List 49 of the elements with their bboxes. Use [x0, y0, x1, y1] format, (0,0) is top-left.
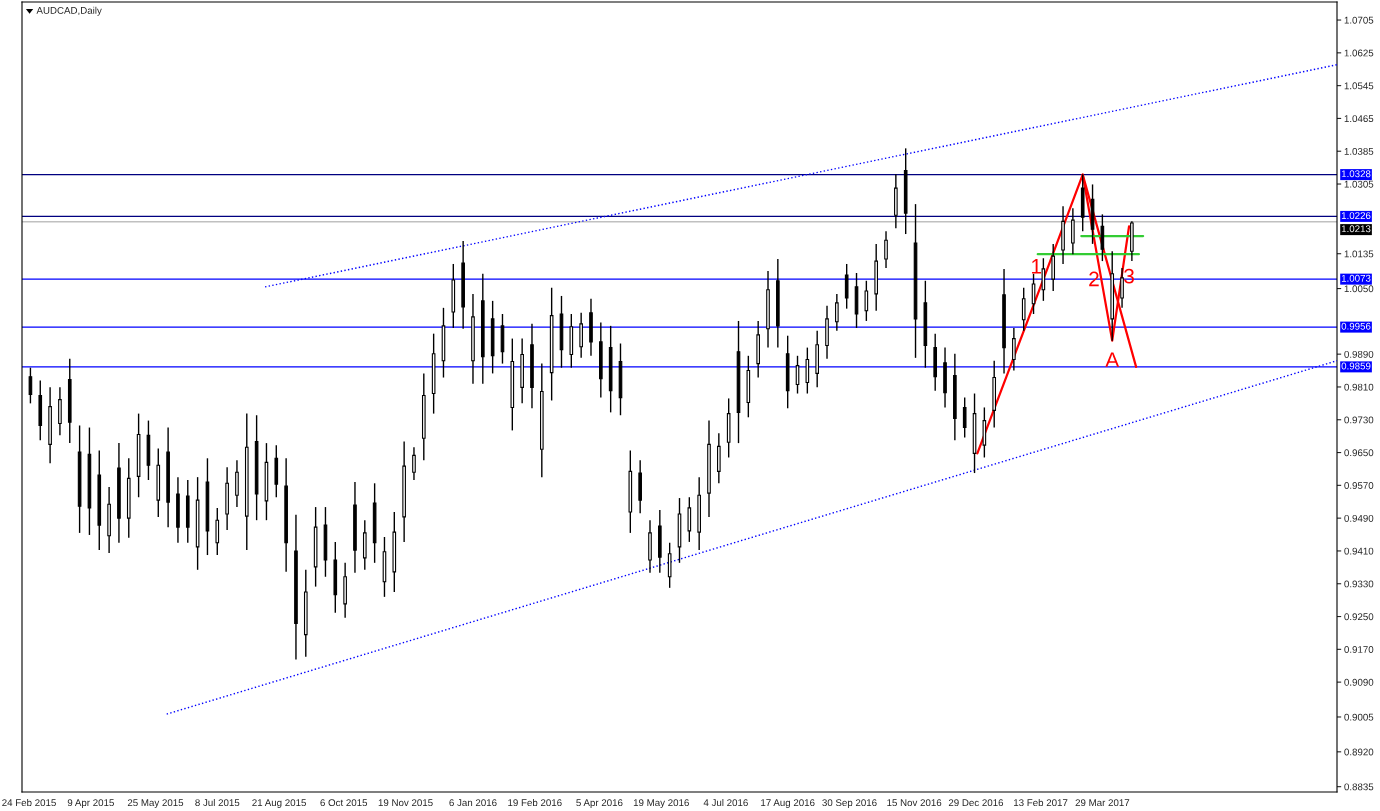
chart-title: AUDCAD,Daily [36, 6, 102, 16]
y-tick-label: 0.8920 [1344, 748, 1374, 756]
ref-line-label: 1.0073 [1341, 274, 1371, 282]
y-tick-label: 0.9490 [1344, 514, 1374, 522]
y-tick-label: 1.0545 [1344, 82, 1374, 90]
x-tick-label: 15 Nov 2016 [887, 799, 942, 807]
y-tick-label: 0.9730 [1344, 416, 1374, 424]
x-tick-label: 6 Jan 2016 [449, 799, 497, 807]
y-tick-label: 0.9250 [1344, 613, 1374, 621]
x-tick-label: 8 Jul 2015 [195, 798, 240, 807]
x-tick-label: 17 Aug 2016 [761, 799, 815, 809]
y-tick-label: 0.9090 [1344, 678, 1374, 686]
y-tick-label: 0.9005 [1344, 713, 1374, 721]
x-tick-label: 30 Sep 2016 [822, 799, 877, 809]
y-tick-label: 1.0705 [1344, 16, 1374, 24]
y-tick-label: 1.0305 [1344, 180, 1374, 188]
ref-line-label: 1.0213 [1341, 225, 1371, 233]
annotation: A [1105, 352, 1120, 367]
y-tick-label: 0.9810 [1344, 383, 1374, 391]
y-tick-label: 1.0385 [1344, 147, 1374, 155]
y-tick-label: 0.9890 [1344, 350, 1374, 358]
ref-line-label: 0.9859 [1341, 362, 1371, 370]
x-tick-label: 5 Apr 2016 [576, 799, 623, 809]
y-tick-label: 1.0135 [1344, 250, 1374, 258]
x-tick-label: 6 Oct 2015 [320, 799, 368, 807]
x-tick-label: 19 May 2016 [633, 799, 689, 809]
y-tick-label: 0.9650 [1344, 449, 1374, 457]
y-tick-label: 0.9410 [1344, 547, 1374, 555]
x-tick-label: 19 Nov 2015 [378, 799, 433, 807]
x-tick-label: 29 Mar 2017 [1075, 799, 1130, 807]
x-tick-label: 4 Jul 2016 [703, 798, 748, 807]
x-tick-label: 19 Feb 2016 [508, 798, 562, 807]
annotation: 1 [1032, 259, 1042, 274]
y-tick-label: 1.0625 [1344, 49, 1374, 57]
x-tick-label: 21 Aug 2015 [252, 799, 306, 809]
x-tick-label: 25 May 2015 [127, 799, 184, 809]
x-tick-label: 9 Apr 2015 [67, 799, 114, 809]
y-tick-label: 0.9170 [1344, 646, 1374, 653]
x-tick-label: 29 Dec 2016 [948, 799, 1004, 807]
y-tick-label: 0.9570 [1344, 482, 1374, 489]
ref-line-label: 1.0328 [1341, 170, 1371, 178]
y-tick-label: 1.0465 [1344, 115, 1374, 123]
ref-line-label: 0.9956 [1341, 322, 1371, 330]
ref-line-label: 1.0226 [1341, 212, 1371, 220]
x-tick-label: 24 Feb 2015 [2, 798, 56, 807]
y-tick-label: 0.8835 [1344, 783, 1374, 791]
y-tick-label: 1.0050 [1344, 285, 1374, 293]
y-tick-label: 0.9330 [1344, 580, 1374, 588]
x-tick-label: 13 Feb 2017 [1014, 798, 1068, 807]
